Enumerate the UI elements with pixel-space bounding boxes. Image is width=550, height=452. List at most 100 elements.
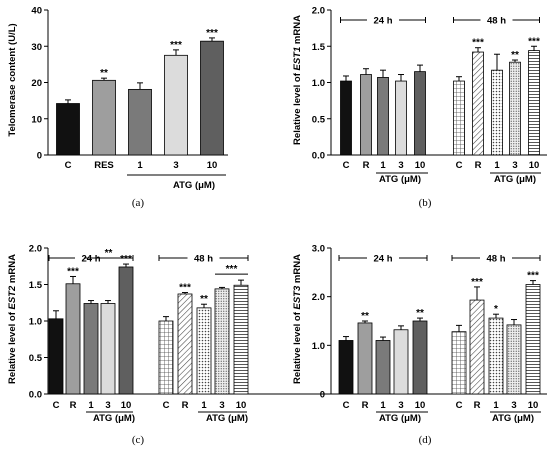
bar [395,80,407,156]
bar [56,103,80,156]
x-tick-label: C [53,400,60,411]
x-tick-label: 10 [415,400,426,411]
x-tick-label: 1 [88,400,94,411]
panel-c-atg-label-48h: ATG (μM) [206,413,248,424]
bar [488,317,504,395]
bar [200,40,224,156]
significance-label: *** [120,254,132,265]
x-tick-label: R [475,160,482,171]
y-tick-label: 30 [31,42,42,53]
y-tick-label: 2.0 [312,292,325,303]
panel-c-ylabel: Relative level of EST2 mRNA [7,254,18,384]
x-tick-label: 3 [105,400,110,411]
group-label-bg [187,251,220,264]
x-tick-label: 3 [398,160,403,171]
x-tick-label: RES [94,160,114,171]
y-tick-label: 1.0 [312,341,325,352]
bar [100,303,116,395]
significance-label: *** [206,28,218,39]
bar [340,80,352,156]
panel-d-est3: Relative level of EST3 mRNA 0 1.0 2.0 3.0 2… [292,244,547,446]
significance-label: *** [471,277,483,288]
y-tick-label: 0.5 [29,353,43,364]
bar [357,322,373,395]
bar [164,54,188,156]
panel-a-label: (a) [132,197,145,209]
y-tick-label: 1.0 [312,78,325,89]
bar [472,51,484,156]
panel-a-xticks: C RES 1 3 10 [65,160,226,176]
significance-label: *** [170,40,182,51]
y-tick-label: 0 [37,151,42,162]
y-tick-label: 1.5 [312,42,326,53]
x-tick-label: 3 [511,400,516,411]
x-tick-label: 3 [219,400,224,411]
group-label-bg [480,251,512,264]
significance-label: ** [105,248,113,259]
panel-c-label: (c) [132,434,145,446]
bar [118,266,134,395]
group-label-bg [367,13,399,26]
significance-label: ** [200,294,208,305]
bar [453,80,465,156]
y-tick-label: 1.5 [29,280,43,291]
x-tick-label: 1 [201,400,207,411]
significance-label: *** [67,266,79,277]
panel-b-bars: ******** [340,36,540,156]
panel-a-ylabel: Telomerase content (U/L) [7,23,18,136]
x-tick-label: C [343,160,350,171]
y-tick-label: 0.0 [312,151,325,162]
x-tick-label: 3 [398,400,403,411]
x-tick-label: 10 [207,160,218,171]
significance-label: *** [527,271,539,282]
bar [412,320,428,395]
panel-d-atg-label-24h: ATG (μM) [379,413,421,424]
y-tick-label: 0.0 [29,390,42,401]
panel-d-label: (d) [419,434,432,446]
bar [177,293,193,395]
x-tick-label: 10 [121,400,132,411]
x-tick-label: 1 [494,160,500,171]
x-tick-label: R [362,400,369,411]
x-tick-label: R [363,160,370,171]
significance-label: ** [511,50,519,61]
bar [128,88,152,156]
bar [83,303,99,395]
panel-d-ylabel: Relative level of EST3 mRNA [292,254,303,384]
significance-label: *** [179,283,191,294]
x-tick-label: C [163,400,170,411]
bar [451,331,467,395]
bar [214,288,230,395]
x-tick-label: 1 [493,400,499,411]
panel-b-group-brackets: 24 h 48 h [340,13,540,27]
x-tick-label: 10 [529,160,540,171]
group-label: 48 h [486,254,505,265]
panel-c-atg-label-24h: ATG (μM) [93,413,135,424]
significance-label: ** [361,311,369,322]
significance-label: * [494,304,498,315]
y-tick-label: 2.0 [29,244,42,255]
bar [65,283,81,395]
bar [393,329,409,395]
panel-b-est1: Relative level of EST1 mRNA 0.0 0.5 1.0 1.5… [292,6,547,209]
panel-b-label: (b) [419,197,432,209]
y-tick-label: 20 [31,78,42,89]
panel-c-bars: **************** [48,248,249,395]
bar [414,71,426,156]
x-tick-label: 10 [236,400,247,411]
significance-label: *** [226,264,238,275]
panel-b-atg-label-24h: ATG (μM) [379,174,421,185]
group-label-bg [480,13,513,26]
y-tick-label: 3.0 [312,244,325,255]
bar [360,74,372,156]
x-tick-label: 1 [380,400,386,411]
x-tick-label: 1 [137,160,143,171]
x-tick-label: 3 [512,160,517,171]
group-label-bg [75,251,107,264]
bar [338,340,354,395]
x-tick-label: C [65,160,72,171]
panel-d-bars: ** ********* [338,271,541,395]
bar [158,320,174,395]
